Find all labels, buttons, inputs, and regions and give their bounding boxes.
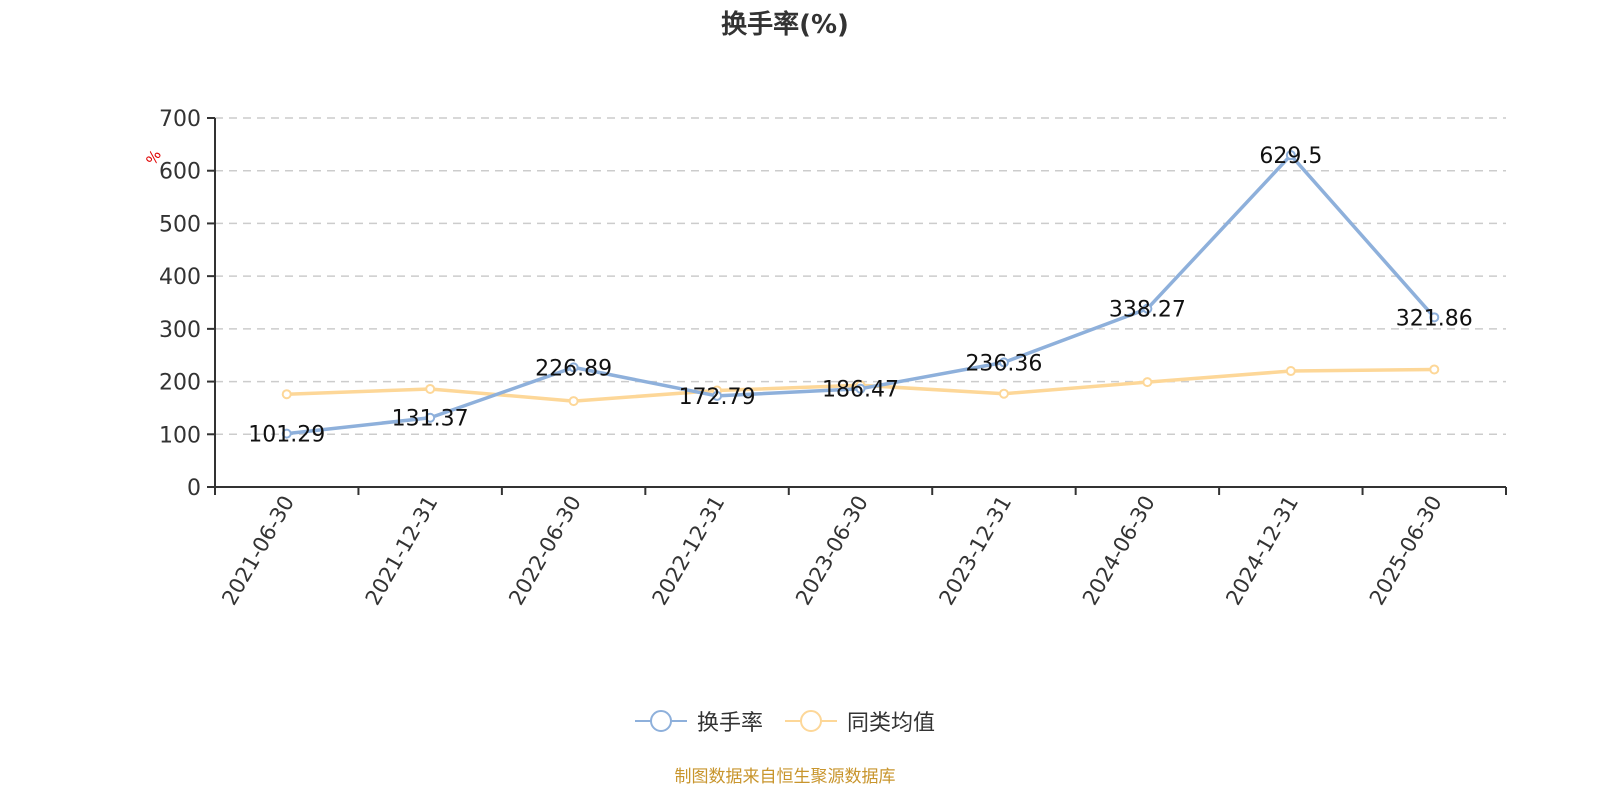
data-label: 321.86	[1396, 306, 1473, 331]
x-tick-label: 2021-06-30	[217, 492, 299, 610]
data-point[interactable]	[1429, 364, 1440, 375]
data-point[interactable]	[1142, 377, 1153, 388]
x-tick-label: 2023-06-30	[791, 492, 873, 610]
legend-label: 换手率	[696, 711, 763, 736]
legend-item-turnover[interactable]: 换手率	[634, 705, 763, 737]
data-labels: 101.29 131.37 226.89 172.79 186.47 236.36 338.…	[248, 144, 1473, 447]
x-tick-label: 2024-06-30	[1078, 492, 1160, 610]
legend-item-peer-average[interactable]: 同类均值	[785, 705, 935, 737]
data-point[interactable]	[855, 383, 866, 394]
y-tick-label: 100	[159, 423, 201, 448]
data-label: 629.5	[1259, 144, 1322, 169]
x-tick-label: 2024-12-31	[1221, 492, 1303, 610]
legend-label: 同类均值	[847, 711, 936, 736]
data-point[interactable]	[1429, 312, 1440, 323]
data-label: 338.27	[1109, 298, 1186, 323]
legend-line-circle-icon	[634, 710, 687, 732]
x-tick-label: 2023-12-31	[934, 492, 1016, 610]
y-tick-label: 500	[159, 212, 201, 237]
data-label: 236.36	[965, 351, 1042, 376]
source-note: 制图数据来自恒生聚源数据库	[674, 767, 896, 787]
legend-line-circle-icon	[785, 710, 837, 732]
x-tick-label: 2022-12-31	[648, 492, 730, 610]
data-label: 172.79	[679, 385, 756, 410]
data-point[interactable]	[281, 389, 292, 400]
y-tick-label: 600	[159, 160, 201, 185]
legend: 换手率 同类均值	[0, 705, 1570, 737]
data-label: 226.89	[535, 356, 612, 381]
data-label: 186.47	[822, 378, 899, 403]
x-tick-label: 2021-12-31	[361, 492, 443, 610]
data-label: 131.37	[392, 407, 469, 432]
y-tick-label: 700	[159, 107, 201, 132]
data-point[interactable]	[281, 428, 292, 439]
data-point[interactable]	[998, 388, 1009, 399]
y-tick-label: 200	[159, 371, 201, 396]
data-point[interactable]	[1285, 366, 1296, 377]
data-point[interactable]	[568, 396, 579, 407]
data-point[interactable]	[712, 390, 723, 401]
data-label: 101.29	[248, 423, 325, 448]
x-tick-label: 2025-06-30	[1365, 492, 1447, 610]
chart-title: 换手率(%)	[721, 10, 849, 40]
x-tick-label: 2022-06-30	[504, 492, 586, 610]
data-point[interactable]	[425, 412, 436, 423]
data-point[interactable]	[425, 383, 436, 394]
data-point[interactable]	[998, 357, 1009, 368]
data-point[interactable]	[1142, 303, 1153, 314]
data-point[interactable]	[1285, 150, 1296, 161]
data-point[interactable]	[568, 362, 579, 373]
y-tick-label: 400	[159, 265, 201, 290]
y-tick-label: 0	[187, 476, 201, 501]
y-tick-label: 300	[159, 318, 201, 343]
series-lines	[281, 150, 1440, 439]
